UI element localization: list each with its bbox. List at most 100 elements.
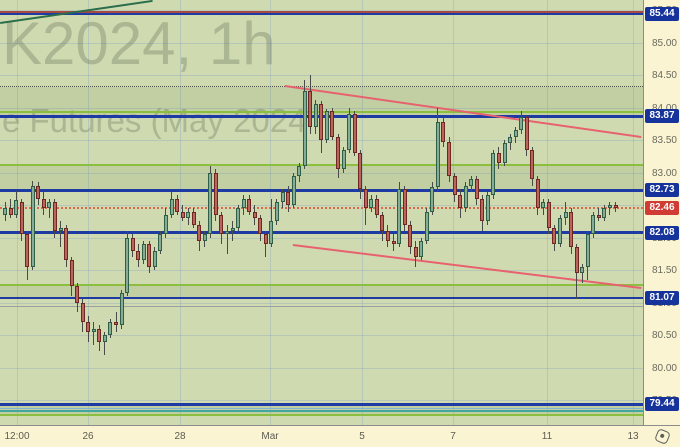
candle	[280, 192, 285, 202]
candle	[80, 302, 85, 323]
candle	[413, 247, 418, 258]
candle	[163, 214, 168, 235]
price-zone	[0, 164, 643, 191]
level-line-navy-level-82.08[interactable]	[0, 231, 643, 234]
time-tick-label: 13	[627, 431, 639, 442]
candle	[197, 224, 202, 241]
candle	[125, 237, 130, 293]
level-line-lime-level-bottom[interactable]	[0, 413, 643, 416]
candle	[186, 211, 191, 219]
candle	[252, 211, 257, 219]
level-line-red-horizontal-level[interactable]	[0, 10, 643, 13]
candle-wick	[581, 263, 583, 284]
candle	[496, 153, 501, 163]
price-level-badge: 79.44	[645, 397, 679, 412]
candle	[530, 149, 535, 180]
candle	[569, 211, 574, 248]
candle-wick	[60, 221, 61, 248]
h-gridline	[0, 75, 643, 77]
candle-wick	[104, 331, 106, 355]
candle	[541, 201, 546, 209]
candle	[341, 149, 346, 170]
candle	[502, 143, 507, 163]
time-tick-label: 11	[541, 431, 553, 442]
candle	[208, 172, 213, 235]
candle	[36, 185, 41, 199]
candle	[274, 201, 279, 222]
candle	[130, 237, 135, 251]
candle	[607, 205, 612, 209]
price-level-badge: 83.87	[645, 109, 679, 124]
candle	[613, 205, 618, 208]
candle	[136, 250, 141, 261]
candle	[485, 195, 490, 222]
level-line-blue-level-bottom[interactable]	[0, 407, 643, 409]
candle	[114, 322, 118, 326]
level-line-last-price-line[interactable]	[0, 206, 643, 209]
time-tick-label: 12:00	[4, 431, 30, 442]
candle	[269, 221, 274, 245]
chart-canvas[interactable]: K2024, 1h e Futures (May 2024	[0, 0, 643, 425]
candle	[463, 185, 468, 209]
price-axis[interactable]: 85.5085.0084.5084.0083.5083.0082.5082.00…	[643, 0, 680, 425]
price-tick-label: 80.50	[651, 330, 677, 342]
candle-wick	[93, 322, 95, 345]
candle	[580, 266, 585, 274]
candle	[3, 208, 7, 215]
candle	[563, 211, 568, 219]
candle	[319, 104, 324, 141]
candle	[152, 250, 157, 267]
candle	[330, 110, 335, 137]
level-line-silver-level[interactable]	[0, 306, 643, 308]
price-tick-label: 80.00	[651, 362, 677, 374]
h-gridline	[0, 237, 643, 239]
time-tick-label: 26	[82, 431, 94, 442]
candle	[474, 179, 479, 199]
h-gridline	[0, 42, 643, 44]
price-level-badge: 81.07	[645, 291, 679, 306]
candle	[369, 198, 374, 209]
candle	[247, 198, 252, 212]
level-line-teal-level-bottom[interactable]	[0, 410, 643, 413]
time-tick-label: Mar	[261, 431, 279, 442]
candle-wick	[609, 201, 611, 215]
candle	[469, 179, 474, 186]
level-line-lime-level-81.28[interactable]	[0, 283, 643, 286]
candle	[175, 198, 180, 212]
candle	[286, 192, 291, 206]
candle	[424, 211, 429, 241]
candle	[441, 122, 446, 142]
candle	[30, 185, 35, 267]
candle	[558, 218, 562, 245]
candle	[230, 227, 235, 232]
candle	[508, 136, 513, 144]
level-line-navy-level-79.44[interactable]	[0, 402, 643, 406]
candle	[236, 208, 241, 228]
level-line-navy-level-81.07[interactable]	[0, 297, 643, 300]
candle	[180, 211, 185, 219]
candle	[147, 244, 152, 267]
candle	[397, 188, 402, 245]
candle	[302, 91, 307, 167]
price-level-badge: 82.73	[645, 183, 679, 198]
candle	[380, 214, 385, 232]
candle	[513, 130, 518, 137]
candle	[25, 234, 30, 267]
candle	[8, 208, 13, 215]
h-gridline	[0, 205, 643, 207]
candle	[452, 175, 457, 196]
time-axis[interactable]: 12:00 26 28 Mar 5 7 11 13	[0, 425, 680, 447]
candle	[41, 198, 46, 209]
candle	[358, 153, 363, 189]
level-line-lime-level-83.12[interactable]	[0, 163, 643, 166]
price-level-badge: 82.08	[645, 225, 679, 240]
candle	[596, 214, 601, 219]
candle	[385, 231, 390, 241]
level-line-navy-level-85.44[interactable]	[0, 13, 643, 16]
level-line-navy-level-82.73[interactable]	[0, 188, 643, 192]
level-line-gray-dotted-level[interactable]	[0, 86, 643, 88]
candle	[602, 208, 607, 219]
candle-wick	[48, 198, 50, 219]
v-gridline	[88, 0, 89, 425]
